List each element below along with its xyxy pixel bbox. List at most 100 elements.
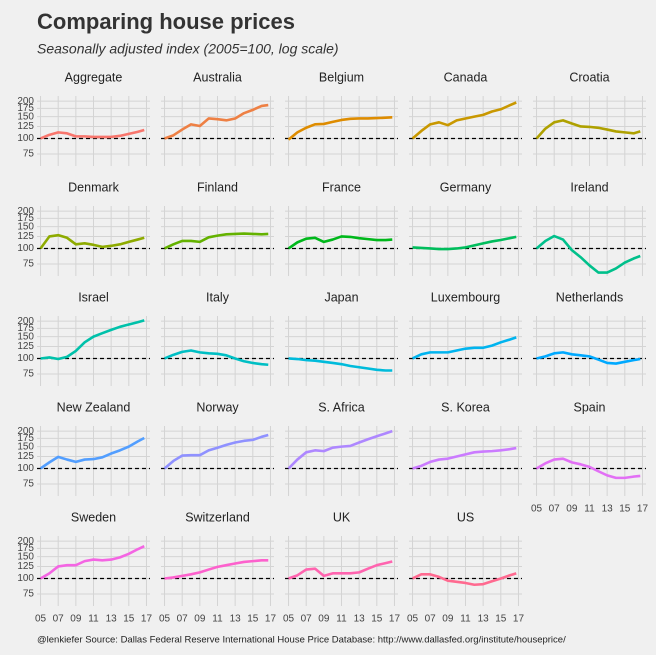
series-line xyxy=(535,119,641,140)
y-tick-label: 100 xyxy=(17,133,34,144)
panel-title: UK xyxy=(333,510,351,524)
panel-title: Spain xyxy=(574,400,606,414)
x-tick-label: 07 xyxy=(53,614,65,625)
y-tick-label: 200 xyxy=(17,96,34,107)
y-tick-label: 200 xyxy=(17,316,34,327)
series-line xyxy=(411,572,517,587)
chart-title: Comparing house prices xyxy=(37,9,295,34)
series-line xyxy=(412,446,517,470)
panel-title: S. Africa xyxy=(318,400,365,414)
x-tick-label: 05 xyxy=(159,614,171,625)
x-tick-label: 11 xyxy=(584,504,595,515)
y-tick-label: 100 xyxy=(17,463,34,474)
x-tick-label: 13 xyxy=(602,504,614,515)
panel-title: Sweden xyxy=(71,510,116,524)
y-tick-label: 200 xyxy=(17,206,34,217)
panel-title: S. Korea xyxy=(441,400,490,414)
panel-title: Netherlands xyxy=(556,290,623,304)
y-tick-label: 125 xyxy=(17,121,34,132)
series-line xyxy=(40,128,145,140)
panel-title: Japan xyxy=(324,290,358,304)
panel-title: Switzerland xyxy=(185,510,250,524)
panel-title: Aggregate xyxy=(65,70,123,84)
x-tick-label: 15 xyxy=(247,614,259,625)
panel-title: Norway xyxy=(196,400,239,414)
x-tick-label: 15 xyxy=(123,614,135,625)
x-tick-label: 15 xyxy=(371,614,383,625)
panel-title: Croatia xyxy=(569,70,609,84)
y-tick-label: 200 xyxy=(17,426,34,437)
x-tick-label: 05 xyxy=(531,504,543,515)
panel-title: France xyxy=(322,180,361,194)
y-tick-label: 125 xyxy=(17,231,34,242)
y-tick-label: 75 xyxy=(23,149,35,160)
x-tick-label: 09 xyxy=(566,504,578,515)
y-tick-label: 100 xyxy=(17,243,34,254)
x-tick-label: 09 xyxy=(194,614,206,625)
panel-title: Australia xyxy=(193,70,242,84)
panel-title: Israel xyxy=(78,290,109,304)
x-tick-label: 05 xyxy=(283,614,295,625)
series-line xyxy=(287,429,393,470)
x-tick-label: 09 xyxy=(442,614,454,625)
y-tick-label: 100 xyxy=(17,573,34,584)
y-tick-label: 150 xyxy=(17,221,34,232)
y-tick-label: 175 xyxy=(17,213,34,224)
panel-title: New Zealand xyxy=(57,400,131,414)
series-line xyxy=(164,349,269,367)
x-tick-label: 07 xyxy=(177,614,189,625)
series-line xyxy=(535,234,641,274)
x-tick-label: 07 xyxy=(301,614,313,625)
panel-title: Belgium xyxy=(319,70,364,84)
x-tick-label: 07 xyxy=(425,614,437,625)
y-tick-label: 75 xyxy=(23,259,35,270)
series-line xyxy=(39,233,145,250)
x-tick-label: 11 xyxy=(88,614,99,625)
y-tick-label: 75 xyxy=(23,589,35,600)
panel-title: Italy xyxy=(206,290,230,304)
y-tick-label: 175 xyxy=(17,103,34,114)
panel-title: Denmark xyxy=(68,180,119,194)
x-tick-label: 11 xyxy=(336,614,347,625)
x-tick-label: 13 xyxy=(230,614,242,625)
chart-caption: @lenkiefer Source: Dallas Federal Reserv… xyxy=(37,635,566,646)
x-tick-label: 11 xyxy=(460,614,471,625)
series-line xyxy=(535,457,641,480)
y-tick-label: 175 xyxy=(17,543,34,554)
y-tick-label: 175 xyxy=(17,433,34,444)
series-line xyxy=(164,103,269,140)
series-line xyxy=(287,116,393,141)
y-tick-label: 150 xyxy=(17,331,34,342)
panel-title: Germany xyxy=(440,180,492,194)
series-line xyxy=(40,319,145,361)
panel-title: Finland xyxy=(197,180,238,194)
series-line xyxy=(39,436,145,470)
y-tick-label: 125 xyxy=(17,341,34,352)
x-tick-label: 13 xyxy=(478,614,490,625)
y-tick-label: 150 xyxy=(17,111,34,122)
x-tick-label: 05 xyxy=(35,614,47,625)
series-line xyxy=(164,559,269,580)
x-tick-label: 09 xyxy=(70,614,82,625)
y-tick-label: 150 xyxy=(17,441,34,452)
x-tick-label: 13 xyxy=(354,614,366,625)
x-tick-label: 17 xyxy=(637,504,649,515)
series-line xyxy=(411,101,517,140)
panel-title: US xyxy=(457,510,474,524)
chart-subtitle: Seasonally adjusted index (2005=100, log… xyxy=(37,41,339,57)
y-tick-label: 200 xyxy=(17,536,34,547)
y-tick-label: 150 xyxy=(17,551,34,562)
series-line xyxy=(39,545,145,580)
panel-title: Luxembourg xyxy=(431,290,501,304)
x-tick-label: 11 xyxy=(212,614,223,625)
x-tick-label: 05 xyxy=(407,614,419,625)
panel-title: Canada xyxy=(444,70,488,84)
x-tick-label: 09 xyxy=(318,614,330,625)
series-line xyxy=(288,560,393,580)
series-line xyxy=(411,336,517,360)
y-tick-label: 100 xyxy=(17,353,34,364)
x-tick-label: 17 xyxy=(513,614,525,625)
series-line xyxy=(536,351,641,365)
x-tick-label: 15 xyxy=(619,504,631,515)
